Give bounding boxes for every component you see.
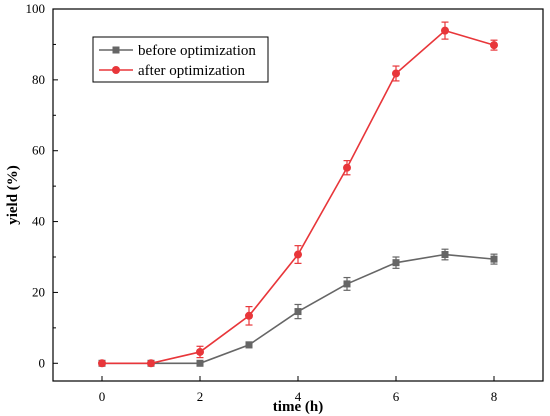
data-point-circle: [294, 250, 302, 259]
data-point-circle: [98, 359, 106, 368]
y-axis-title: yield (%): [5, 165, 21, 225]
series-1: [98, 21, 498, 368]
legend: before optimization after optimization: [92, 36, 269, 83]
legend-marker-square: [112, 46, 120, 54]
data-point-square: [294, 308, 302, 316]
series-0: [98, 248, 498, 367]
data-point-circle: [490, 41, 498, 50]
data-point-square: [441, 251, 449, 259]
y-tick-label: 20: [32, 284, 45, 299]
x-tick-label: 8: [491, 389, 498, 404]
data-point-square: [196, 359, 204, 367]
y-tick-label: 0: [39, 355, 46, 370]
legend-label-before: before optimization: [138, 43, 256, 59]
legend-box: [92, 36, 269, 83]
data-point-circle: [343, 163, 351, 172]
x-tick-label: 6: [393, 389, 400, 404]
y-tick-label: 60: [32, 143, 45, 158]
legend-label-after: after optimization: [138, 63, 246, 79]
data-point-square: [392, 259, 400, 267]
y-tick-label: 80: [32, 72, 45, 87]
data-point-circle: [441, 26, 449, 35]
data-point-square: [245, 341, 253, 349]
legend-marker-circle: [112, 66, 120, 74]
data-point-circle: [245, 311, 253, 320]
data-point-square: [490, 255, 498, 263]
series-layer: [98, 21, 498, 368]
x-axis-title: time (h): [273, 399, 323, 415]
data-point-circle: [147, 359, 155, 368]
x-tick-label: 4: [295, 389, 302, 404]
x-tick-label: 0: [99, 389, 106, 404]
data-point-circle: [196, 347, 204, 356]
x-tick-label: 2: [197, 389, 204, 404]
y-tick-label: 100: [26, 1, 46, 16]
y-tick-label: 40: [32, 214, 45, 229]
data-point-circle: [392, 69, 400, 78]
data-point-square: [343, 280, 351, 288]
